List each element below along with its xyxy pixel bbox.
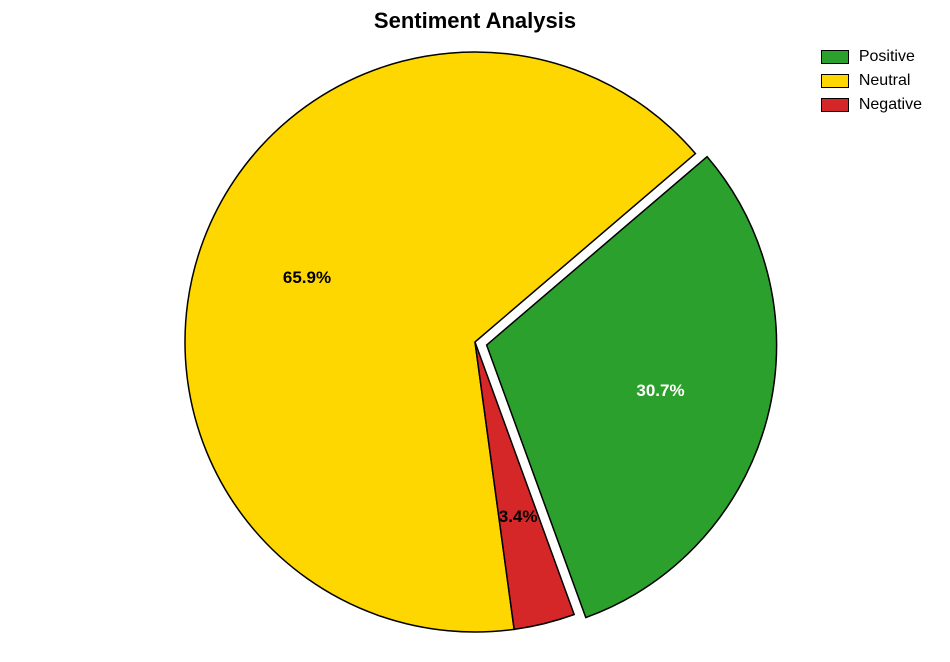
legend-row: Neutral (821, 72, 922, 90)
slice-percent-label: 3.4% (499, 507, 538, 527)
chart-title: Sentiment Analysis (0, 8, 950, 34)
legend: Positive Neutral Negative (821, 48, 922, 120)
legend-label: Neutral (859, 72, 911, 90)
legend-row: Negative (821, 96, 922, 114)
pie-chart (0, 50, 950, 650)
legend-label: Positive (859, 48, 915, 66)
legend-swatch (821, 98, 849, 112)
legend-swatch (821, 74, 849, 88)
legend-row: Positive (821, 48, 922, 66)
legend-swatch (821, 50, 849, 64)
legend-label: Negative (859, 96, 922, 114)
slice-percent-label: 65.9% (283, 268, 331, 288)
slice-percent-label: 30.7% (636, 381, 684, 401)
